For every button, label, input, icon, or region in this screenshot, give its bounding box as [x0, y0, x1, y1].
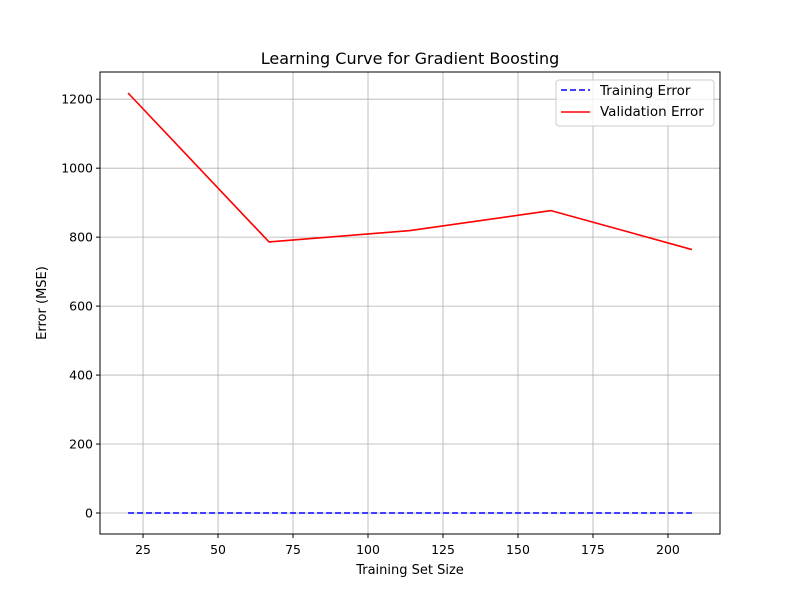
legend-label-training: Training Error: [599, 83, 691, 99]
y-tick-label: 400: [69, 368, 93, 383]
y-tick-label: 1000: [61, 161, 93, 176]
x-axis-label: Training Set Size: [355, 563, 464, 578]
y-tick-label: 0: [85, 506, 93, 521]
legend-label-validation: Validation Error: [600, 104, 704, 120]
ticks: 25 50 75 100 125 150 175 200 0 200 400 600 800 1000 12…: [61, 92, 680, 557]
legend: Training Error Validation Error: [555, 79, 715, 127]
y-tick-label: 800: [69, 230, 93, 245]
y-tick-label: 200: [69, 437, 93, 452]
x-tick-label: 100: [356, 542, 380, 557]
y-tick-label: 600: [69, 299, 93, 314]
x-tick-label: 50: [210, 542, 226, 557]
legend-box: [555, 79, 715, 127]
plot-frame: [99, 71, 721, 535]
y-tick-label: 1200: [61, 92, 93, 107]
x-tick-label: 75: [285, 542, 301, 557]
x-tick-label: 150: [506, 542, 530, 557]
series-layer: [127, 92, 693, 514]
y-axis-label: Error (MSE): [35, 266, 50, 340]
x-tick-label: 125: [431, 542, 455, 557]
chart-title: Learning Curve for Gradient Boosting: [261, 49, 560, 68]
x-tick-label: 200: [656, 542, 680, 557]
x-tick-label: 175: [581, 542, 605, 557]
x-tick-label: 25: [135, 542, 151, 557]
